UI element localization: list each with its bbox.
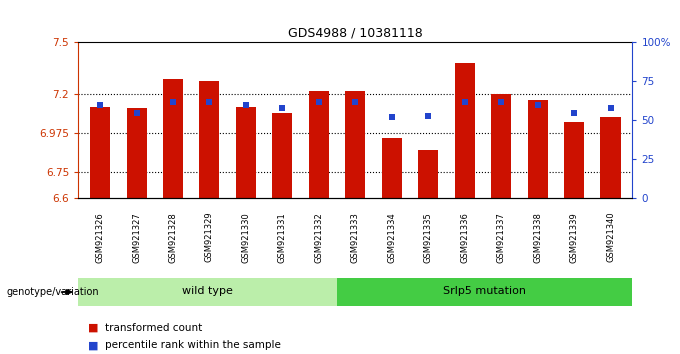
Text: GSM921337: GSM921337 [496, 212, 506, 263]
Text: GSM921339: GSM921339 [570, 212, 579, 263]
Bar [90, 107, 110, 198]
Text: genotype/variation: genotype/variation [7, 287, 99, 297]
Text: ■: ■ [88, 323, 99, 333]
Text: GSM921334: GSM921334 [388, 212, 396, 263]
Bar [309, 91, 329, 198]
Bar [163, 79, 183, 198]
Text: GSM921328: GSM921328 [169, 212, 177, 263]
Bar [345, 91, 365, 198]
Text: GSM921331: GSM921331 [278, 212, 287, 263]
Text: GSM921330: GSM921330 [241, 212, 250, 263]
Text: GSM921326: GSM921326 [96, 212, 105, 263]
Bar [199, 81, 220, 198]
Text: GSM921338: GSM921338 [533, 212, 542, 263]
Bar [491, 95, 511, 198]
Bar [418, 150, 438, 198]
Bar [600, 117, 621, 198]
Text: Srlp5 mutation: Srlp5 mutation [443, 286, 526, 296]
Text: GSM921333: GSM921333 [351, 212, 360, 263]
Bar [528, 99, 547, 198]
Text: GSM921329: GSM921329 [205, 212, 214, 263]
Text: transformed count: transformed count [105, 323, 203, 333]
Bar [564, 122, 584, 198]
Text: GSM921335: GSM921335 [424, 212, 432, 263]
Bar [126, 108, 147, 198]
Text: ■: ■ [88, 341, 99, 350]
Title: GDS4988 / 10381118: GDS4988 / 10381118 [288, 27, 423, 40]
Bar [455, 63, 475, 198]
Bar [337, 278, 632, 306]
Text: percentile rank within the sample: percentile rank within the sample [105, 341, 282, 350]
Text: GSM921340: GSM921340 [606, 212, 615, 263]
Bar [273, 113, 292, 198]
Bar [78, 278, 337, 306]
Bar [381, 138, 402, 198]
Bar [236, 107, 256, 198]
Text: GSM921327: GSM921327 [132, 212, 141, 263]
Text: GSM921336: GSM921336 [460, 212, 469, 263]
Text: GSM921332: GSM921332 [314, 212, 323, 263]
Text: wild type: wild type [182, 286, 233, 296]
